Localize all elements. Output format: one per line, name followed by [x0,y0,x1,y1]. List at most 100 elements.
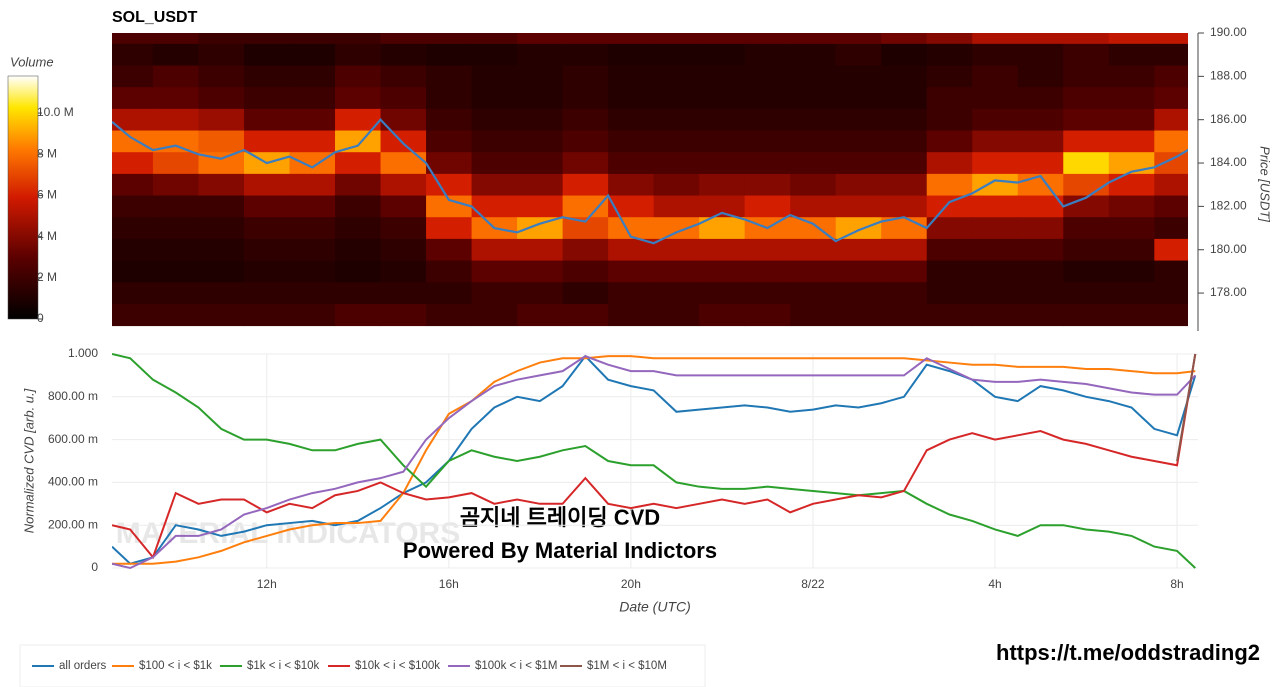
heat-cell [608,152,655,175]
heat-cell [835,217,882,240]
heat-cell [1154,108,1188,132]
x-tick-label: 8/22 [801,577,825,591]
heat-cell [653,130,700,153]
heat-cell [426,195,473,218]
heat-cell [517,260,564,283]
heat-cell [972,195,1019,218]
heat-cell [335,33,382,45]
heat-cell [289,130,336,153]
heat-cell [517,282,564,305]
legend-box [19,644,706,687]
heat-cell [112,303,154,327]
heat-cell [1017,43,1064,67]
heat-cell [562,260,609,283]
legend: all orders $100 < i < $1k $1k < i < $10k $1… [32,660,667,672]
heat-cell [699,108,746,132]
heat-cell [881,87,928,110]
link-text: https://t.me/oddstrading2 [996,640,1260,665]
colorbar-title: Volume [10,54,54,69]
heat-cell [1017,260,1064,283]
heat-cell [198,108,245,132]
heat-cell [608,303,655,327]
heat-cell [881,260,928,283]
heat-cell [517,87,564,110]
heat-cell [699,282,746,305]
heat-cell [744,33,791,45]
heat-cell [335,65,382,88]
heat-cell [835,260,882,283]
heat-cell [1108,87,1155,110]
heat-cell [335,152,382,175]
heat-cell [335,130,382,153]
y-tick-label: 1.000 [68,346,98,360]
heat-cell [562,65,609,88]
heat-cell [380,152,427,175]
x-tick-label: 20h [621,577,641,591]
cvd-line [112,353,1196,569]
heat-cell [1154,65,1188,88]
heat-cell [1154,260,1188,283]
heat-cell [744,108,791,132]
heat-cell [471,303,518,327]
heat-cell [1063,217,1110,240]
heat-cell [152,87,199,110]
heat-cell [426,173,473,197]
heat-cell [562,282,609,305]
legend-label: $1k < i < $10k [247,660,319,672]
heat-cell [835,303,882,327]
colorbar-tick-label: 10.0 M [37,105,74,119]
heat-cell [152,152,199,175]
heat-cell [881,195,928,218]
heat-cell [790,152,837,175]
heat-cell [198,173,245,197]
heat-cell [790,108,837,132]
heat-cell [699,217,746,240]
heat-cell [112,217,154,240]
heat-cell [335,173,382,197]
heat-cell [112,173,154,197]
heat-cell [152,33,199,45]
heat-cell [881,130,928,153]
heat-cell [289,238,336,262]
heat-cell [380,173,427,197]
cvd-line [112,355,1196,570]
heat-cell [926,260,973,283]
heat-cell [926,303,973,327]
heat-cell [699,130,746,153]
heat-cell [243,173,291,197]
y-tick-label: 0 [91,560,98,574]
heat-cell [608,195,655,218]
y-tick-label: 400.00 m [48,475,98,489]
colorbar-tick-label: 2 M [37,270,57,284]
legend-label: $100k < i < $1M [475,660,557,672]
heat-cell [1154,152,1188,175]
heat-cell [881,282,928,305]
heat-cell [380,130,427,153]
heat-cell [517,195,564,218]
y-tick-label: 182.00 [1210,199,1247,213]
heat-cell [653,173,700,197]
heat-cell [289,282,336,305]
heat-cell [152,65,199,88]
heat-cell [744,303,791,327]
heat-cell [289,260,336,283]
heat-cell [1017,65,1064,88]
heat-cell [881,173,928,197]
heat-cell [380,238,427,262]
heat-cell [198,217,245,240]
heat-cell [1017,33,1064,45]
heat-cell [426,43,473,67]
heat-cell [426,303,473,327]
cvd-line [112,354,1197,565]
heat-cell [744,238,791,262]
heat-cell [198,303,245,327]
heat-cell [926,152,973,175]
heat-cell [744,282,791,305]
chart-title: SOL_USDT [112,9,198,26]
heat-cell [289,43,336,67]
heat-cell [112,65,154,88]
heat-cell [1108,108,1155,132]
heatmap [112,33,1188,327]
